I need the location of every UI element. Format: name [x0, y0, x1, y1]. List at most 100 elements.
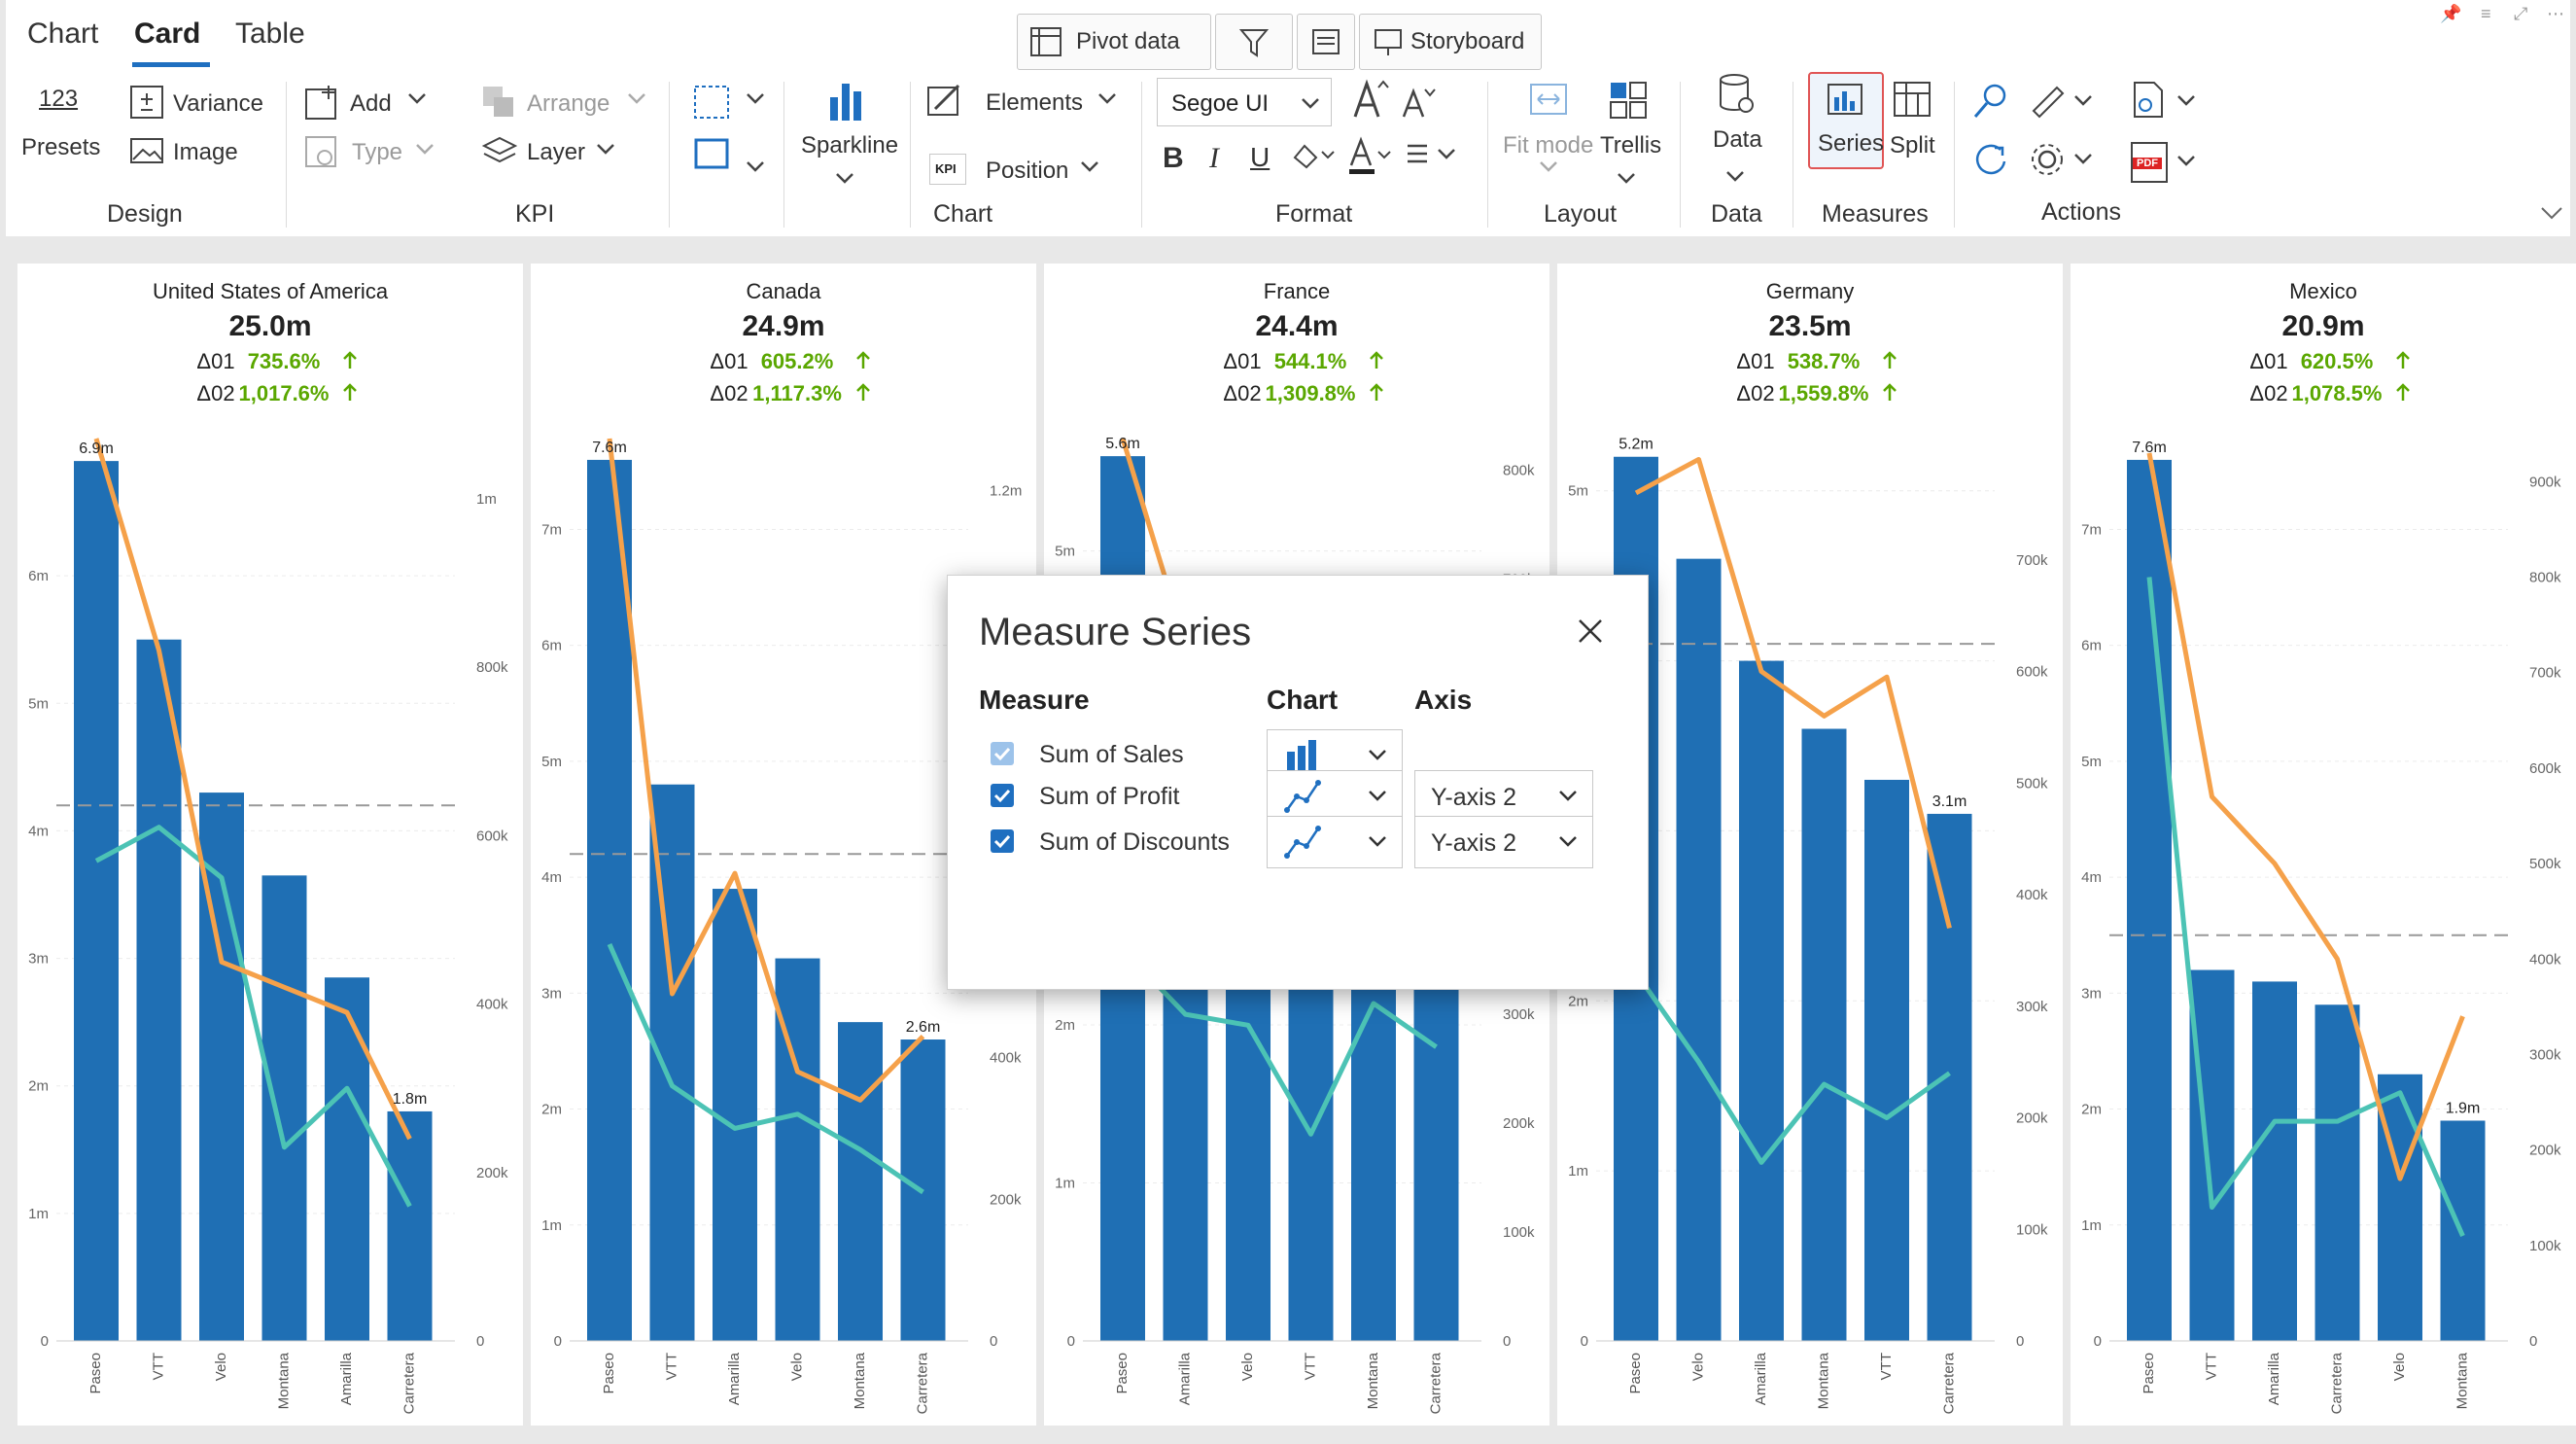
italic-button[interactable]: I [1209, 142, 1219, 174]
bar[interactable] [2189, 969, 2235, 1341]
sparkline-button[interactable]: Sparkline [801, 132, 899, 158]
bar[interactable] [387, 1110, 433, 1341]
bar[interactable] [587, 459, 632, 1341]
fill-color-icon[interactable] [1289, 138, 1336, 175]
search-icon[interactable] [1971, 82, 2010, 121]
country-card[interactable]: Mexico 20.9m Δ01 620.5% Δ02 1,078.5% 0 1m 2m 3m 4m… [2071, 264, 2576, 1426]
bar[interactable] [713, 889, 757, 1341]
data-button[interactable]: Data [1713, 126, 1762, 153]
font-color-icon[interactable] [1347, 136, 1398, 177]
presets-button[interactable]: Presets [21, 134, 101, 160]
chevron-down-icon[interactable] [414, 142, 435, 158]
brush-icon[interactable] [2026, 82, 2069, 121]
chevron-down-icon[interactable] [406, 91, 428, 107]
discounts-axis-select[interactable]: Y-axis 2 [1414, 816, 1593, 868]
profit-line[interactable] [93, 438, 412, 1141]
tab-table[interactable]: Table [235, 18, 305, 50]
sum-of-sales-checkbox[interactable] [991, 742, 1014, 765]
tab-chart[interactable]: Chart [27, 18, 99, 50]
refresh-icon[interactable] [1971, 140, 2010, 179]
bar[interactable] [261, 875, 307, 1341]
pdf-icon[interactable]: PDF [2131, 142, 2168, 183]
notes-button[interactable] [1297, 14, 1355, 70]
profit-line[interactable] [607, 438, 925, 1103]
bar[interactable] [1927, 813, 1972, 1341]
position-button[interactable]: Position [986, 158, 1069, 184]
discounts-line[interactable] [607, 942, 924, 1195]
country-card[interactable]: United States of America 25.0m Δ01 735.6% Δ0… [17, 264, 523, 1426]
profit-line[interactable] [1634, 456, 1952, 930]
discounts-line[interactable] [1121, 947, 1438, 1137]
more-icon[interactable]: ⋯ [2547, 4, 2564, 23]
collapse-ribbon-icon[interactable] [2539, 204, 2564, 222]
tab-card[interactable]: Card [134, 18, 201, 50]
chevron-down-icon[interactable] [745, 91, 766, 107]
arrange-button[interactable]: Arrange [527, 90, 610, 117]
chevron-down-icon[interactable] [834, 171, 855, 187]
export-settings-icon[interactable] [2129, 80, 2168, 121]
gear-icon[interactable] [2028, 140, 2067, 179]
trellis-button[interactable]: Trellis [1600, 132, 1662, 158]
chevron-down-icon[interactable] [1724, 169, 1746, 185]
measure-series-dialog: Measure Series Measure Chart Axis Sum of… [947, 575, 1649, 990]
font-family-select[interactable]: Segoe UI [1157, 78, 1332, 126]
type-button[interactable]: Type [352, 139, 403, 165]
bar[interactable] [838, 1022, 883, 1341]
chevron-down-icon[interactable] [626, 91, 647, 107]
series-button[interactable]: Series [1808, 72, 1884, 169]
bar[interactable] [74, 461, 119, 1342]
bar[interactable] [2378, 1074, 2422, 1341]
bar[interactable] [325, 977, 369, 1341]
storyboard-button[interactable]: Storyboard [1359, 14, 1542, 70]
image-button[interactable]: Image [173, 139, 238, 165]
fit-mode-button[interactable]: Fit mode [1503, 132, 1594, 158]
discounts-line[interactable] [94, 825, 412, 1208]
filter-small-icon[interactable]: ≡ [2481, 4, 2491, 23]
bar[interactable] [2315, 1004, 2360, 1341]
chevron-down-icon[interactable] [1097, 91, 1118, 107]
elements-button[interactable]: Elements [986, 89, 1084, 116]
add-button[interactable]: Add [350, 90, 392, 117]
font-grow-icon[interactable] [1351, 78, 1390, 121]
sum-of-profit-checkbox[interactable] [991, 784, 1014, 807]
bar[interactable] [2252, 981, 2297, 1341]
bar[interactable] [1864, 779, 1909, 1341]
split-button[interactable]: Split [1890, 132, 1935, 158]
underline-button[interactable]: U [1250, 142, 1271, 172]
chevron-down-icon[interactable] [2072, 152, 2094, 167]
pivot-data-button[interactable]: Pivot data [1017, 14, 1211, 70]
discounts-line[interactable] [1633, 970, 1951, 1165]
align-icon[interactable] [1404, 140, 1460, 171]
chevron-down-icon[interactable] [1538, 159, 1559, 175]
select-box-icon[interactable] [692, 84, 731, 121]
discounts-line[interactable] [2146, 577, 2465, 1238]
chevron-down-icon [1369, 750, 1386, 760]
pin-icon[interactable]: 📌 [2440, 4, 2462, 23]
profit-chart-type-select[interactable] [1267, 770, 1403, 823]
profit-line[interactable] [2146, 452, 2465, 1181]
chevron-down-icon[interactable] [1079, 159, 1100, 175]
close-icon[interactable] [1576, 616, 1605, 646]
chevron-down-icon[interactable] [1616, 171, 1637, 187]
chevron-down-icon[interactable] [2072, 93, 2094, 109]
bar[interactable] [1676, 558, 1722, 1341]
bar[interactable] [2127, 459, 2172, 1341]
border-box-icon[interactable] [692, 136, 731, 173]
chevron-down-icon[interactable] [2176, 154, 2197, 169]
chevron-down-icon[interactable] [745, 159, 766, 175]
discounts-chart-type-select[interactable] [1267, 816, 1403, 868]
bar[interactable] [1739, 660, 1784, 1341]
bold-button[interactable]: B [1163, 142, 1184, 174]
expand-icon[interactable]: ⤢ [2514, 4, 2528, 23]
layer-button[interactable]: Layer [527, 139, 586, 165]
bar[interactable] [136, 639, 182, 1341]
chevron-down-icon[interactable] [2176, 93, 2197, 109]
font-shrink-icon[interactable] [1400, 84, 1439, 121]
filter-button[interactable] [1215, 14, 1293, 70]
sum-of-discounts-checkbox[interactable] [991, 829, 1014, 853]
country-card[interactable]: Germany23.5mΔ01538.7%Δ021,559.8%01m2m3m4… [1557, 264, 2063, 1426]
chevron-down-icon[interactable] [595, 142, 616, 158]
bar[interactable] [1801, 728, 1847, 1341]
variance-button[interactable]: Variance [173, 90, 263, 117]
profit-axis-select[interactable]: Y-axis 2 [1414, 770, 1593, 823]
